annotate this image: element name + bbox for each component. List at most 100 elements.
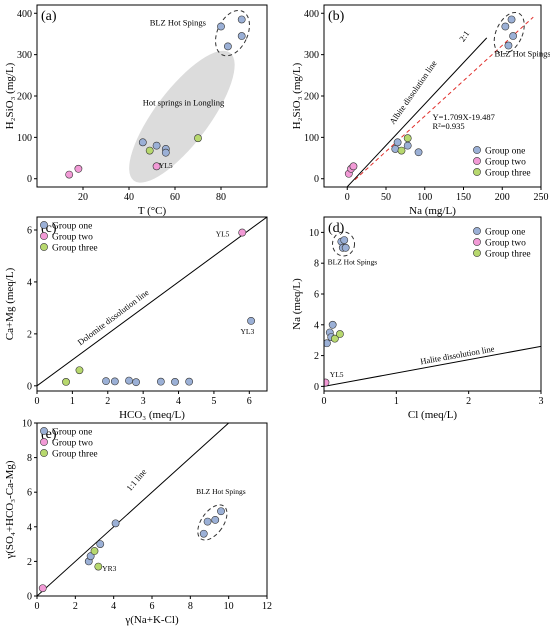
y-tick-label: 400: [17, 9, 32, 20]
x-tick-label: 100: [417, 192, 432, 203]
x-tick-label: 2: [105, 396, 110, 407]
x-tick-label: 10: [224, 601, 234, 612]
data-point-group-one: [185, 377, 194, 386]
x-tick-label: 250: [534, 192, 549, 203]
blz-cluster-outline: [215, 9, 250, 57]
legend-label: Group three: [485, 249, 531, 259]
plot-area: [344, 11, 534, 187]
dolomite-dissolution-line: [37, 217, 267, 387]
legend-marker: [40, 221, 48, 229]
data-point-group-three: [403, 134, 412, 143]
legend-marker: [473, 249, 481, 257]
legend-marker: [473, 227, 481, 235]
x-tick-label: 3: [539, 396, 544, 407]
x-axis-label: Cl (meq/L): [408, 409, 458, 421]
x-axis-label: T (°C): [138, 205, 167, 217]
panel-e: 0 2 4 6 8 10 12 0 2 4 6 8 10 γ(Na+K-Cl) γ(SO₄+HCO₃-Ca-…: [4, 419, 272, 626]
y-tick-label: 0: [27, 592, 32, 603]
y-tick-label: 10: [309, 228, 319, 239]
data-point-group-one: [111, 519, 120, 528]
panel-letter: (b): [328, 9, 345, 24]
y-tick-label: 300: [17, 50, 32, 61]
y-axis-label: γ(SO₄+HCO₃-Ca-Mg): [4, 460, 16, 560]
legend-label: Group two: [52, 232, 93, 242]
axes-frame: [36, 216, 268, 392]
legend-marker: [40, 449, 48, 457]
annotation-equation: Y=1.709X-19.487: [433, 112, 495, 122]
data-point-group-two: [74, 164, 83, 173]
plot-area: [37, 217, 267, 387]
x-tick-label: 40: [124, 192, 134, 203]
data-point-group-one: [247, 316, 255, 325]
data-point-group-one: [161, 148, 170, 157]
annotation-longling: Hot springs in Longling: [143, 98, 225, 108]
panel-letter: (a): [41, 9, 57, 24]
legend-marker: [473, 146, 481, 154]
legend-marker: [40, 438, 48, 446]
legend-marker: [473, 157, 481, 165]
panel-d: 0 1 2 3 0 2 4 6 8 10 Cl (meq/L) Na (meq/L) (d) BLZ Ho…: [291, 216, 544, 421]
legend-label: Group one: [52, 221, 92, 231]
data-point-group-one: [507, 15, 516, 24]
annotation-yl3: YL3: [240, 327, 254, 336]
data-point-group-one: [501, 22, 510, 31]
y-tick-label: 0: [314, 174, 319, 185]
data-point-group-three: [336, 330, 344, 338]
data-point-group-one: [203, 517, 212, 526]
x-tick-label: 12: [262, 601, 272, 612]
albite-dissolution-line: [346, 37, 488, 187]
data-point-group-two: [349, 162, 358, 171]
x-tick-label: 60: [170, 192, 180, 203]
x-axis-label: γ(Na+K-Cl): [124, 614, 179, 626]
legend-marker: [40, 232, 48, 240]
plot-area: [324, 231, 541, 387]
legend-label: Group three: [52, 243, 98, 253]
annotation-yr3: YR3: [102, 564, 116, 573]
legend-label: Group three: [52, 449, 98, 459]
y-axis-label: H₂SiO₃ (mg/L): [291, 62, 303, 129]
x-axis-label: Na (mg/L): [409, 205, 456, 217]
y-tick-label: 200: [17, 92, 32, 103]
y-tick-label: 100: [17, 133, 32, 144]
y-tick-label: 2: [27, 329, 32, 340]
data-point-group-one: [237, 32, 246, 40]
y-axis-label: Ca+Mg (meq/L): [4, 267, 16, 340]
data-point-group-three: [145, 146, 154, 155]
annotation-dolomite-line: Dolomite dissolution line: [76, 287, 151, 347]
legend-label: Group three: [485, 168, 531, 178]
x-tick-label: 6: [150, 601, 155, 612]
data-point-group-two: [152, 162, 161, 171]
data-point-group-one: [110, 377, 119, 386]
legend-label: Group two: [52, 438, 93, 448]
legend-marker: [473, 168, 481, 176]
data-point-group-one: [414, 148, 423, 157]
x-tick-label: 0: [35, 396, 40, 407]
x-axis-label: HCO₃ (meq/L): [119, 409, 185, 421]
y-tick-label: 300: [304, 50, 319, 61]
x-tick-label: 2: [466, 396, 471, 407]
legend-marker: [40, 243, 48, 251]
legend-label: Group two: [485, 157, 526, 167]
y-tick-label: 100: [304, 133, 319, 144]
data-point-group-one: [217, 507, 225, 516]
data-point-group-one: [237, 15, 246, 24]
data-point-group-one: [324, 339, 331, 348]
longling-shaded-region: [129, 50, 235, 183]
legend-marker: [473, 238, 481, 246]
halite-dissolution-line: [324, 345, 541, 387]
x-tick-label: 3: [141, 396, 146, 407]
plot-area: [37, 423, 230, 596]
data-point-group-one: [223, 42, 232, 51]
legend-label: Group one: [485, 146, 525, 156]
x-tick-label: 2: [73, 601, 78, 612]
annotation-halite-line: Halite dissolution line: [419, 343, 495, 366]
x-tick-label: 50: [381, 192, 391, 203]
annotation-yl5: YL5: [330, 370, 344, 379]
data-point-group-one: [211, 515, 220, 524]
x-tick-label: 0: [322, 396, 327, 407]
data-point-group-one: [138, 138, 147, 147]
annotation-yl5: YL5: [159, 161, 173, 170]
y-tick-label: 200: [304, 92, 319, 103]
